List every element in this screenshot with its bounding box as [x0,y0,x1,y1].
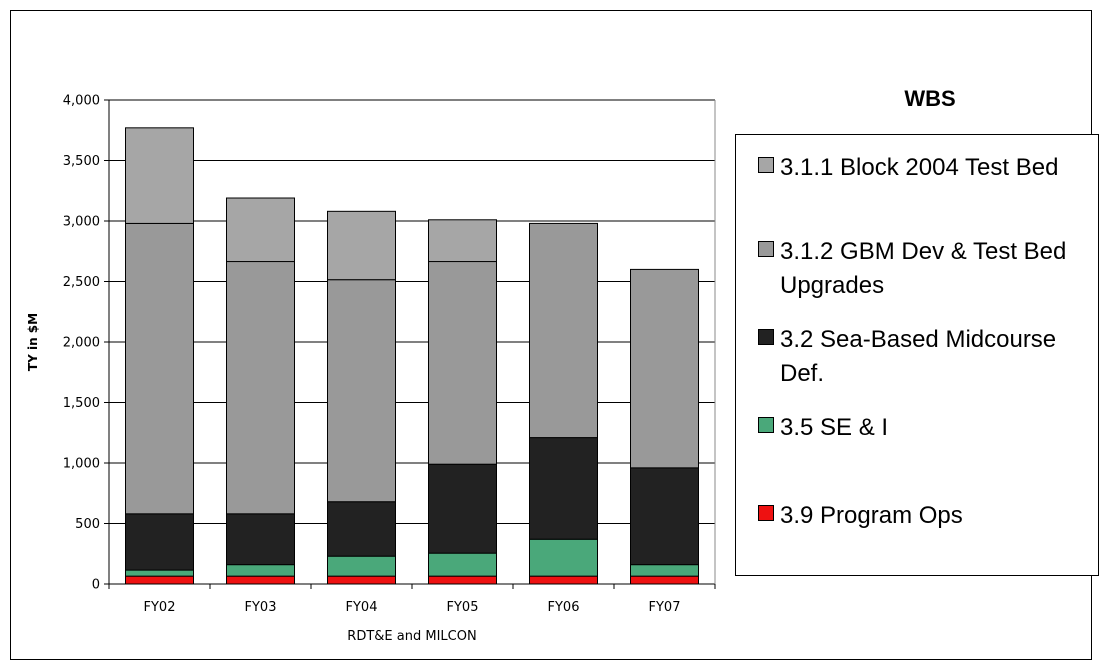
y-tick-label: 500 [75,517,100,532]
bar-segment [428,552,497,577]
bar-segment [125,575,194,585]
bar-segment [327,210,396,281]
bar-segment [630,467,699,566]
x-tick-label: FY05 [447,600,479,615]
bar-segment [327,501,396,557]
bar-segment [529,437,598,540]
y-tick-label: 0 [92,578,100,593]
legend-swatch-block-2004-test-bed [758,157,774,173]
y-axis-title: TY in $M [26,313,40,371]
bar-segment [630,564,699,577]
y-tick-label: 1,000 [63,457,100,472]
bar-segment [428,219,497,263]
y-tick-label: 3,500 [63,154,100,169]
y-tick-label: 1,500 [63,396,100,411]
x-tick-label: FY04 [346,600,378,615]
bar-segment [327,555,396,577]
bar-segment [125,222,194,515]
y-tick-label: 4,000 [63,94,100,109]
legend-label-se-and-i: 3.5 SE & I [780,414,889,441]
x-axis-title: RDT&E and MILCON [347,629,476,644]
legend-label-block-2004-test-bed: 3.1.1 Block 2004 Test Bed [780,154,1059,181]
legend-label-sea-based-midcourse: 3.2 Sea-Based Midcourse Def. [780,326,1057,387]
x-tick-label: FY02 [144,600,176,615]
bar-segment [327,575,396,585]
x-tick-label: FY03 [245,600,277,615]
bar-segment [529,538,598,577]
x-tick-labels: FY02 FY03 FY04 FY05 FY06 FY07 [144,600,681,615]
y-tick-labels: 0 500 1,000 1,500 2,000 2,500 3,000 3,500 4,000 [63,94,100,593]
legend-swatch-se-and-i [758,417,774,433]
legend-label-program-ops: 3.9 Program Ops [780,502,963,529]
y-tick-label: 2,000 [63,336,100,351]
legend-swatch-sea-based-midcourse [758,329,774,345]
x-tick-label: FY06 [548,600,580,615]
bar-segment [226,513,295,566]
bar-segment [125,569,194,577]
bar-segment [327,279,396,503]
bar-segment [630,575,699,585]
bar-segment [529,222,598,439]
bar-segment [630,268,699,469]
bar-segment [125,513,194,571]
bar-segment [125,127,194,224]
bars-group [125,127,699,585]
gridlines [109,99,715,524]
bar-segment [428,463,497,554]
bar-segment [529,575,598,585]
legend-box: 3.1.1 Block 2004 Test Bed 3.1.2 GBM Dev … [735,134,1099,576]
bar-segment [226,564,295,577]
legend-title: WBS [904,86,956,111]
y-tick-label: 3,000 [63,215,100,230]
bar-segment [226,575,295,585]
legend-swatch-program-ops [758,505,774,521]
bar-segment [428,575,497,585]
y-tick-label: 2,500 [63,275,100,290]
axes-group [104,99,716,589]
legend-swatch-gbm-dev-test-bed [758,241,774,257]
bar-segment [428,261,497,465]
x-tick-label: FY07 [649,600,681,615]
bar-segment [226,261,295,515]
bar-segment [226,197,295,263]
legend-label-gbm-dev-test-bed: 3.1.2 GBM Dev & Test Bed Upgrades [780,238,1067,299]
